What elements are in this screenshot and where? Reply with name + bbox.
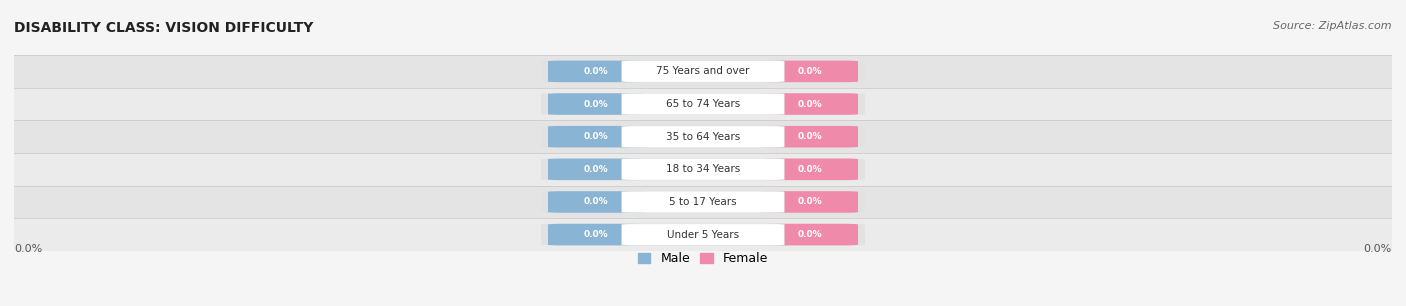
Legend: Male, Female: Male, Female (633, 247, 773, 270)
Text: 0.0%: 0.0% (583, 132, 609, 141)
FancyBboxPatch shape (621, 159, 785, 180)
FancyBboxPatch shape (762, 61, 858, 82)
Text: 0.0%: 0.0% (583, 230, 609, 239)
Text: 0.0%: 0.0% (583, 165, 609, 174)
FancyBboxPatch shape (14, 153, 1392, 186)
Text: 0.0%: 0.0% (797, 165, 823, 174)
FancyBboxPatch shape (762, 93, 858, 115)
FancyBboxPatch shape (762, 191, 858, 213)
FancyBboxPatch shape (762, 126, 858, 147)
FancyBboxPatch shape (621, 191, 785, 213)
FancyBboxPatch shape (14, 186, 1392, 218)
Text: 5 to 17 Years: 5 to 17 Years (669, 197, 737, 207)
FancyBboxPatch shape (541, 126, 865, 147)
FancyBboxPatch shape (14, 88, 1392, 120)
Text: 75 Years and over: 75 Years and over (657, 66, 749, 76)
Text: 0.0%: 0.0% (583, 197, 609, 207)
FancyBboxPatch shape (621, 126, 785, 147)
Text: 0.0%: 0.0% (583, 99, 609, 109)
Text: 0.0%: 0.0% (14, 244, 42, 254)
Text: Under 5 Years: Under 5 Years (666, 230, 740, 240)
FancyBboxPatch shape (548, 191, 644, 213)
Text: 35 to 64 Years: 35 to 64 Years (666, 132, 740, 142)
FancyBboxPatch shape (14, 120, 1392, 153)
FancyBboxPatch shape (621, 93, 785, 115)
Text: 0.0%: 0.0% (797, 132, 823, 141)
FancyBboxPatch shape (621, 61, 785, 82)
Text: 0.0%: 0.0% (797, 99, 823, 109)
FancyBboxPatch shape (762, 159, 858, 180)
FancyBboxPatch shape (541, 191, 865, 213)
Text: 0.0%: 0.0% (797, 197, 823, 207)
Text: 0.0%: 0.0% (797, 67, 823, 76)
FancyBboxPatch shape (548, 159, 644, 180)
FancyBboxPatch shape (548, 224, 644, 245)
FancyBboxPatch shape (14, 55, 1392, 88)
FancyBboxPatch shape (548, 93, 644, 115)
Text: Source: ZipAtlas.com: Source: ZipAtlas.com (1274, 21, 1392, 32)
FancyBboxPatch shape (548, 61, 644, 82)
FancyBboxPatch shape (541, 61, 865, 82)
FancyBboxPatch shape (621, 224, 785, 245)
Text: DISABILITY CLASS: VISION DIFFICULTY: DISABILITY CLASS: VISION DIFFICULTY (14, 21, 314, 35)
Text: 65 to 74 Years: 65 to 74 Years (666, 99, 740, 109)
FancyBboxPatch shape (548, 126, 644, 147)
FancyBboxPatch shape (762, 224, 858, 245)
FancyBboxPatch shape (541, 159, 865, 180)
Text: 0.0%: 0.0% (797, 230, 823, 239)
Text: 0.0%: 0.0% (583, 67, 609, 76)
Text: 18 to 34 Years: 18 to 34 Years (666, 164, 740, 174)
FancyBboxPatch shape (541, 93, 865, 115)
FancyBboxPatch shape (14, 218, 1392, 251)
FancyBboxPatch shape (541, 224, 865, 245)
Text: 0.0%: 0.0% (1364, 244, 1392, 254)
